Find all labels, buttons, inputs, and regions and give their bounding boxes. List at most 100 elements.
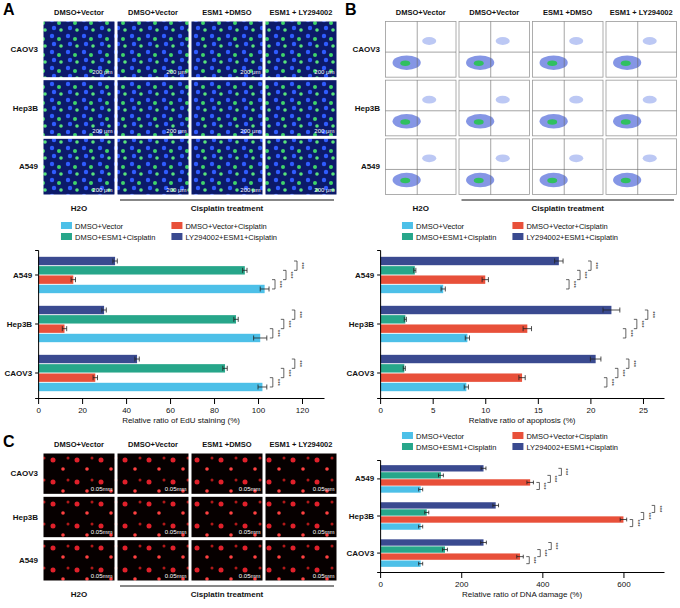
scale-bar-label: 200 μm (240, 128, 260, 134)
error-cap (418, 562, 419, 566)
group-line (120, 200, 334, 201)
flow-cloud (613, 55, 641, 69)
tick-mark (590, 398, 591, 404)
group-line (120, 586, 334, 587)
error-bar (113, 258, 117, 263)
tick-mark (643, 398, 644, 404)
bar (380, 275, 485, 283)
flow-plot (459, 22, 530, 78)
column-header: ESM1 + LY294002 (610, 8, 673, 17)
error-cap (75, 277, 76, 282)
error-cap (482, 277, 483, 282)
x-axis-title: Relative ratio of DNA damage (%) (462, 590, 582, 599)
bar (380, 502, 496, 508)
bar (38, 334, 260, 342)
x-axis: 0510152025 (378, 398, 664, 415)
tick-label: 25 (639, 406, 648, 415)
quadrant-line (533, 169, 604, 170)
flow-cloud (540, 55, 568, 69)
error-cap (258, 384, 259, 389)
error-bar (603, 307, 620, 312)
error-cap (418, 488, 419, 492)
significance-label: *** (297, 311, 303, 319)
x-tick: 120 (296, 398, 310, 415)
micrograph (192, 497, 263, 537)
micrograph (266, 454, 337, 494)
y-tick: Hep3B (349, 512, 380, 521)
significance-bracket (577, 270, 580, 279)
error-line (419, 526, 423, 527)
flow-tail (422, 154, 436, 162)
tick-label: 0 (378, 580, 383, 589)
tick-mark (623, 572, 624, 578)
x-tick: 20 (586, 398, 595, 415)
scale-bar-label: 200 μm (314, 128, 334, 134)
quadrant-line (637, 139, 638, 195)
error-line (419, 489, 423, 490)
error-bar (71, 277, 75, 282)
legend-swatch (61, 222, 72, 229)
group-label: Cisplatin treatment (532, 204, 605, 213)
micrograph (118, 22, 189, 78)
error-cap (106, 307, 107, 312)
scale-bar-label: 0.05mm (239, 573, 261, 579)
error-cap (247, 268, 248, 273)
significance-label: *** (628, 330, 634, 338)
quadrant-line (490, 139, 491, 195)
flow-cloud (393, 114, 421, 128)
image-panel: CDMSO+VectorDMSO+VectorESM1 +DMSOESM1 + … (3, 433, 337, 599)
bar (380, 266, 415, 274)
error-cap (117, 258, 118, 263)
error-line (254, 337, 267, 338)
significance-bracket (652, 505, 655, 512)
bar (38, 257, 115, 265)
legend-label: DMSO+Vector (416, 432, 465, 441)
column-header: DMSO+Vector (469, 8, 519, 17)
column-header: DMSO+Vector (54, 440, 104, 449)
micrograph (44, 497, 115, 537)
flow-tail (422, 96, 436, 104)
flow-tail (496, 96, 510, 104)
legend-label: LY294002+ESM1+Cisplatin (526, 443, 618, 452)
error-line (93, 377, 97, 378)
error-cap (554, 258, 555, 263)
error-line (425, 512, 429, 513)
error-cap (531, 326, 532, 331)
y-tick: A549 (355, 271, 380, 280)
x-tick: 60 (166, 398, 175, 415)
quadrant-line (459, 169, 530, 170)
significance-bracket (604, 378, 607, 387)
x-tick: 600 (617, 572, 631, 589)
micrograph (192, 80, 263, 136)
row-label: Hep3B (355, 104, 381, 113)
tick-mark (35, 324, 38, 325)
legend-swatch (512, 443, 523, 450)
bar (38, 364, 225, 372)
error-cap (266, 335, 267, 340)
scale-bar-label: 0.05mm (239, 529, 261, 535)
flow-plot (606, 80, 677, 136)
row-label: A549 (19, 556, 39, 565)
flow-plot (533, 139, 604, 195)
tick-mark (302, 398, 303, 404)
bar (380, 472, 441, 478)
micrograph (266, 497, 337, 537)
significance-label: *** (277, 281, 283, 289)
error-cap (415, 268, 416, 273)
tick-mark (35, 274, 38, 275)
y-axis: CAOV3Hep3BA549 (347, 251, 381, 399)
error-line (135, 359, 139, 360)
error-bar (465, 335, 469, 340)
error-cap (253, 335, 254, 340)
tick-label: 5 (431, 406, 436, 415)
error-line (590, 359, 601, 360)
axis-line (381, 572, 665, 573)
legend-item: DMSO+Vector+Cisplatin (512, 222, 607, 231)
significance-bracket (526, 557, 529, 564)
significance-label: *** (639, 320, 645, 328)
group-label: Cisplatin treatment (191, 590, 264, 599)
error-bar (223, 366, 227, 371)
error-cap (488, 277, 489, 282)
tick-mark (433, 398, 434, 404)
legend-item: LY294002+ESM1+Cisplatin (171, 233, 277, 242)
